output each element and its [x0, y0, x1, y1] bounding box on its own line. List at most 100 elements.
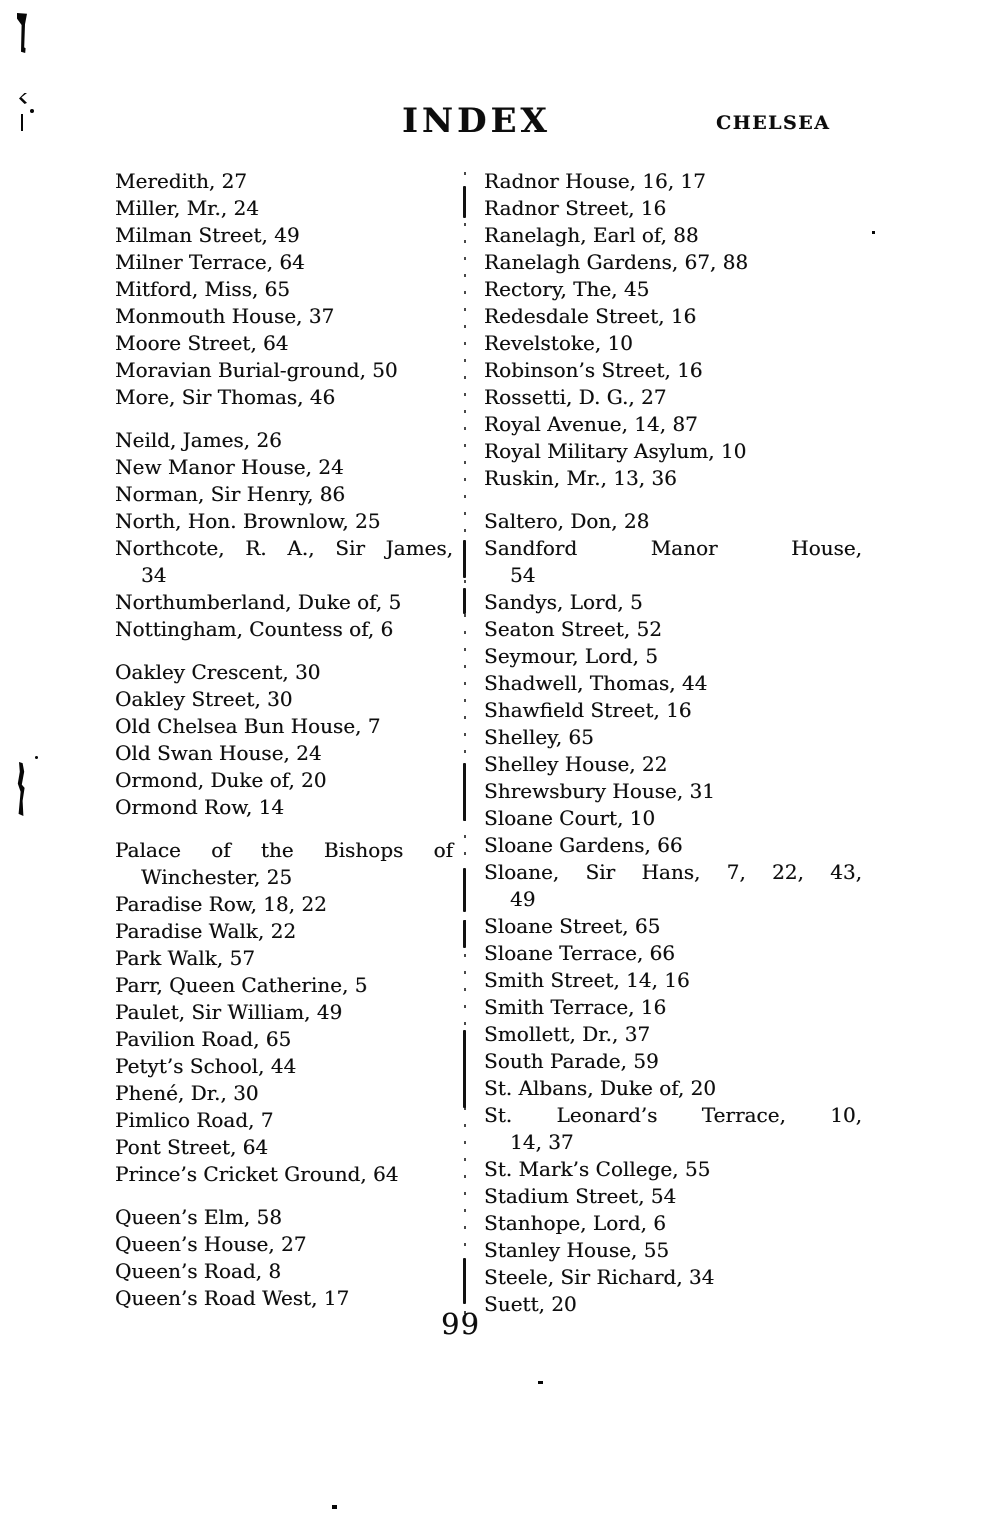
- index-entry-line: Old Chelsea Bun House, 7: [115, 714, 381, 738]
- index-entry-line: Smith Terrace, 16: [484, 995, 667, 1019]
- index-entry: Miller, Mr., 24: [115, 195, 453, 222]
- index-entry: Queen’s Elm, 58: [115, 1204, 453, 1231]
- index-entry: Ruskin, Mr., 13, 36: [484, 465, 862, 492]
- index-entry: St. Mark’s College, 55: [484, 1156, 862, 1183]
- index-entry: Paradise Walk, 22: [115, 918, 453, 945]
- index-entry: Moore Street, 64: [115, 330, 453, 357]
- index-entry-line: Oakley Crescent, 30: [115, 660, 321, 684]
- index-entry: Old Chelsea Bun House, 7: [115, 713, 453, 740]
- index-entry: Pimlico Road, 7: [115, 1107, 453, 1134]
- index-entry: Saltero, Don, 28: [484, 508, 862, 535]
- index-entry-line: Sloane Street, 65: [484, 914, 661, 938]
- index-entry: Queen’s Road, 8: [115, 1258, 453, 1285]
- index-entry-line: Stanley House, 55: [484, 1238, 670, 1262]
- index-entry-line: Shadwell, Thomas, 44: [484, 671, 708, 695]
- index-entry-line: Rossetti, D. G., 27: [484, 385, 667, 409]
- index-entry: Pavilion Road, 65: [115, 1026, 453, 1053]
- index-entry: Royal Military Asylum, 10: [484, 438, 862, 465]
- index-entry: Rossetti, D. G., 27: [484, 384, 862, 411]
- index-entry: Stadium Street, 54: [484, 1183, 862, 1210]
- column-divider-segment: [463, 920, 466, 948]
- index-entry-line: Suett, 20: [484, 1292, 577, 1316]
- index-entry: Ormond, Duke of, 20: [115, 767, 453, 794]
- index-entry: Parr, Queen Catherine, 5: [115, 972, 453, 999]
- index-entry-line: Pavilion Road, 65: [115, 1027, 292, 1051]
- index-entry-line: Milner Terrace, 64: [115, 250, 305, 274]
- index-entry-line: Ormond, Duke of, 20: [115, 768, 327, 792]
- index-entry-line: Miller, Mr., 24: [115, 196, 259, 220]
- scan-artifact-mark: [19, 93, 27, 104]
- index-entry: Sloane Terrace, 66: [484, 940, 862, 967]
- index-entry-line: Park Walk, 57: [115, 946, 255, 970]
- index-entry-line: Steele, Sir Richard, 34: [484, 1265, 715, 1289]
- index-entry-line: New Manor House, 24: [115, 455, 344, 479]
- column-divider-segment: [463, 186, 466, 218]
- index-group: Oakley Crescent, 30 Oakley Street, 30 Old …: [115, 659, 453, 821]
- index-entry: Royal Avenue, 14, 87: [484, 411, 862, 438]
- column-divider-segment: [463, 588, 466, 614]
- index-entry-line: Shawfield Street, 16: [484, 698, 692, 722]
- index-entry-line: Queen’s House, 27: [115, 1232, 307, 1256]
- index-entry-line: Redesdale Street, 16: [484, 304, 697, 328]
- index-entry: Suett, 20: [484, 1291, 862, 1318]
- index-entry: New Manor House, 24: [115, 454, 453, 481]
- index-group: Palace of the Bishops of Winchester, 25 Pa…: [115, 837, 453, 1188]
- index-entry-line: Pimlico Road, 7: [115, 1108, 274, 1132]
- index-entry: Meredith, 27: [115, 168, 453, 195]
- index-entry: Rectory, The, 45: [484, 276, 862, 303]
- index-entry-line: Royal Avenue, 14, 87: [484, 412, 698, 436]
- index-entry-line: Shelley House, 22: [484, 752, 668, 776]
- index-entry: Petyt’s School, 44: [115, 1053, 453, 1080]
- scan-artifact-margin-bar: [17, 762, 25, 816]
- index-entry: Sandford Manor House, 54: [484, 535, 862, 589]
- index-group: Radnor House, 16, 17 Radnor Street, 16 Ran…: [484, 168, 862, 492]
- index-entry-line: Ormond Row, 14: [115, 795, 285, 819]
- index-group: Queen’s Elm, 58 Queen’s House, 27 Queen’s …: [115, 1204, 453, 1312]
- index-entry-line: Petyt’s School, 44: [115, 1054, 297, 1078]
- scan-artifact-ink-blob: [17, 13, 27, 53]
- index-entry-line: Sloane Court, 10: [484, 806, 656, 830]
- index-entry: Monmouth House, 37: [115, 303, 453, 330]
- index-entry: Redesdale Street, 16: [484, 303, 862, 330]
- index-entry: Shrewsbury House, 31: [484, 778, 862, 805]
- scan-artifact-speck: [538, 1381, 543, 1384]
- index-entry: Ranelagh Gardens, 67, 88: [484, 249, 862, 276]
- index-entry-line: Stadium Street, 54: [484, 1184, 677, 1208]
- index-entry-line: Northcote, R. A., Sir James,: [115, 536, 453, 560]
- index-entry: Mitford, Miss, 65: [115, 276, 453, 303]
- index-entry: Nottingham, Countess of, 6: [115, 616, 453, 643]
- index-entry: Moravian Burial-ground, 50: [115, 357, 453, 384]
- index-entry: Shelley, 65: [484, 724, 862, 751]
- index-entry: St. Leonard’s Terrace, 10, 14, 37: [484, 1102, 862, 1156]
- index-entry-line: North, Hon. Brownlow, 25: [115, 509, 381, 533]
- index-entry: Old Swan House, 24: [115, 740, 453, 767]
- index-entry-line: Prince’s Cricket Ground, 64: [115, 1162, 399, 1186]
- index-entry: Sandys, Lord, 5: [484, 589, 862, 616]
- column-divider-segment: [463, 1258, 466, 1304]
- column-divider-segment: [463, 1030, 466, 1108]
- index-entry: Shadwell, Thomas, 44: [484, 670, 862, 697]
- index-entry-line: 34: [141, 563, 167, 587]
- index-entry: Stanley House, 55: [484, 1237, 862, 1264]
- index-entry: Revelstoke, 10: [484, 330, 862, 357]
- index-entry-line: Radnor Street, 16: [484, 196, 667, 220]
- index-entry-line: Sandford Manor House,: [484, 536, 862, 560]
- page-title: INDEX: [402, 101, 551, 141]
- index-entry-line: Royal Military Asylum, 10: [484, 439, 747, 463]
- index-entry: Paradise Row, 18, 22: [115, 891, 453, 918]
- index-entry-line: Radnor House, 16, 17: [484, 169, 706, 193]
- index-entry: St. Albans, Duke of, 20: [484, 1075, 862, 1102]
- scan-artifact-speck: [872, 231, 875, 234]
- index-entry: Shelley House, 22: [484, 751, 862, 778]
- index-entry: Palace of the Bishops of Winchester, 25: [115, 837, 453, 891]
- index-entry-line: Ranelagh, Earl of, 88: [484, 223, 699, 247]
- index-entry: Sloane Gardens, 66: [484, 832, 862, 859]
- index-entry: Smollett, Dr., 37: [484, 1021, 862, 1048]
- index-entry-line: Shelley, 65: [484, 725, 594, 749]
- index-entry-line: More, Sir Thomas, 46: [115, 385, 336, 409]
- scan-artifact-speck: [35, 756, 38, 759]
- index-entry-line: Paradise Walk, 22: [115, 919, 297, 943]
- index-entry-line: Winchester, 25: [141, 865, 293, 889]
- index-entry-line: Northumberland, Duke of, 5: [115, 590, 402, 614]
